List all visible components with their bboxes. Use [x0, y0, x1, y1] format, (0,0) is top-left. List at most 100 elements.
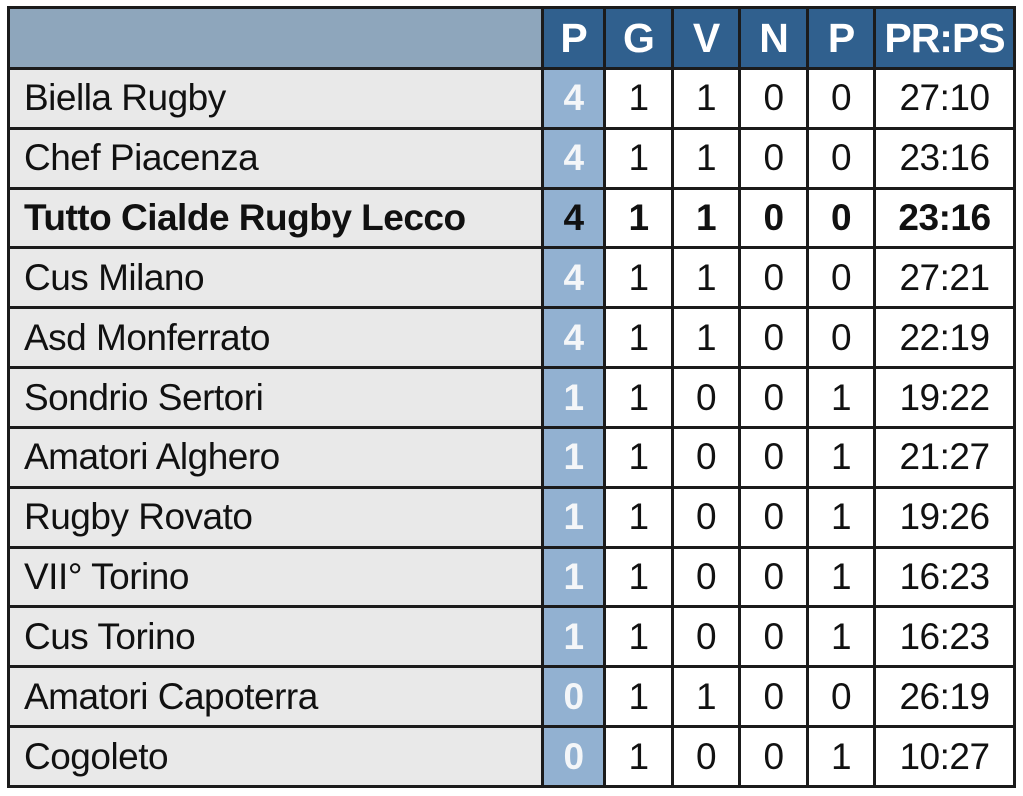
team-name-cell: Amatori Alghero	[7, 425, 544, 489]
games-cell: 1	[603, 605, 674, 669]
losses-cell: 1	[806, 725, 876, 788]
table-row: Asd Monferrato 4 1 1 0 0 22:19	[7, 306, 1016, 370]
header-games: G	[603, 6, 674, 70]
points-cell: 4	[541, 126, 606, 190]
points-ratio-cell: 26:19	[873, 665, 1016, 729]
games-cell: 1	[603, 246, 674, 310]
points-cell: 0	[541, 725, 606, 788]
wins-cell: 1	[671, 67, 741, 130]
points-ratio-cell: 22:19	[873, 306, 1016, 370]
header-losses: P	[806, 6, 876, 70]
points-ratio-cell: 19:26	[873, 485, 1016, 549]
table-row: Chef Piacenza 4 1 1 0 0 23:16	[7, 126, 1016, 190]
points-cell: 4	[541, 186, 606, 250]
points-ratio-cell: 27:10	[873, 67, 1016, 130]
games-cell: 1	[603, 665, 674, 729]
table-row: Tutto Cialde Rugby Lecco 4 1 1 0 0 23:16	[7, 186, 1016, 250]
wins-cell: 0	[671, 485, 741, 549]
header-points-ratio: PR:PS	[873, 6, 1016, 70]
points-ratio-cell: 21:27	[873, 425, 1016, 489]
table-row: Cus Torino 1 1 0 0 1 16:23	[7, 605, 1016, 669]
table-row: Sondrio Sertori 1 1 0 0 1 19:22	[7, 366, 1016, 429]
losses-cell: 1	[806, 545, 876, 609]
games-cell: 1	[603, 126, 674, 190]
losses-cell: 0	[806, 246, 876, 310]
team-name-cell: Chef Piacenza	[7, 126, 544, 190]
draws-cell: 0	[738, 306, 809, 370]
points-cell: 4	[541, 246, 606, 310]
standings-table: P G V N P PR:PS Biella Rugby 4 1 1 0 0 27:10 Ch…	[7, 6, 1016, 788]
losses-cell: 1	[806, 425, 876, 489]
losses-cell: 0	[806, 306, 876, 370]
games-cell: 1	[603, 366, 674, 429]
team-name-cell: Asd Monferrato	[7, 306, 544, 370]
draws-cell: 0	[738, 605, 809, 669]
wins-cell: 1	[671, 246, 741, 310]
points-ratio-cell: 23:16	[873, 126, 1016, 190]
points-ratio-cell: 23:16	[873, 186, 1016, 250]
games-cell: 1	[603, 186, 674, 250]
draws-cell: 0	[738, 67, 809, 130]
losses-cell: 1	[806, 366, 876, 429]
points-cell: 1	[541, 605, 606, 669]
games-cell: 1	[603, 485, 674, 549]
wins-cell: 1	[671, 186, 741, 250]
table-row: Biella Rugby 4 1 1 0 0 27:10	[7, 67, 1016, 130]
points-cell: 1	[541, 366, 606, 429]
header-row: P G V N P PR:PS	[7, 6, 1016, 70]
draws-cell: 0	[738, 246, 809, 310]
team-name-cell: VII° Torino	[7, 545, 544, 609]
table-row: Amatori Alghero 1 1 0 0 1 21:27	[7, 425, 1016, 489]
table-row: Cus Milano 4 1 1 0 0 27:21	[7, 246, 1016, 310]
wins-cell: 0	[671, 425, 741, 489]
draws-cell: 0	[738, 545, 809, 609]
draws-cell: 0	[738, 186, 809, 250]
wins-cell: 1	[671, 126, 741, 190]
losses-cell: 1	[806, 605, 876, 669]
header-draws: N	[738, 6, 809, 70]
team-name-cell: Biella Rugby	[7, 67, 544, 130]
table-row: Cogoleto 0 1 0 0 1 10:27	[7, 725, 1016, 788]
header-wins: V	[671, 6, 741, 70]
header-team	[7, 6, 544, 70]
points-ratio-cell: 10:27	[873, 725, 1016, 788]
draws-cell: 0	[738, 366, 809, 429]
team-name-cell: Cogoleto	[7, 725, 544, 788]
draws-cell: 0	[738, 425, 809, 489]
wins-cell: 0	[671, 366, 741, 429]
losses-cell: 0	[806, 186, 876, 250]
wins-cell: 0	[671, 545, 741, 609]
games-cell: 1	[603, 425, 674, 489]
wins-cell: 0	[671, 605, 741, 669]
table-row: Amatori Capoterra 0 1 1 0 0 26:19	[7, 665, 1016, 729]
points-cell: 1	[541, 545, 606, 609]
draws-cell: 0	[738, 725, 809, 788]
games-cell: 1	[603, 725, 674, 788]
table-row: VII° Torino 1 1 0 0 1 16:23	[7, 545, 1016, 609]
team-name-cell: Cus Torino	[7, 605, 544, 669]
draws-cell: 0	[738, 485, 809, 549]
wins-cell: 1	[671, 306, 741, 370]
points-cell: 4	[541, 67, 606, 130]
team-name-cell: Amatori Capoterra	[7, 665, 544, 729]
standings-header: P G V N P PR:PS	[7, 6, 1016, 70]
games-cell: 1	[603, 545, 674, 609]
losses-cell: 0	[806, 67, 876, 130]
standings-body: Biella Rugby 4 1 1 0 0 27:10 Chef Piacenza 4 1 1 0 0…	[7, 67, 1016, 788]
table-row: Rugby Rovato 1 1 0 0 1 19:26	[7, 485, 1016, 549]
losses-cell: 0	[806, 665, 876, 729]
draws-cell: 0	[738, 126, 809, 190]
team-name-cell: Rugby Rovato	[7, 485, 544, 549]
points-ratio-cell: 16:23	[873, 545, 1016, 609]
points-ratio-cell: 16:23	[873, 605, 1016, 669]
points-cell: 1	[541, 425, 606, 489]
points-ratio-cell: 27:21	[873, 246, 1016, 310]
games-cell: 1	[603, 306, 674, 370]
points-ratio-cell: 19:22	[873, 366, 1016, 429]
games-cell: 1	[603, 67, 674, 130]
points-cell: 0	[541, 665, 606, 729]
header-points: P	[541, 6, 606, 70]
losses-cell: 1	[806, 485, 876, 549]
points-cell: 1	[541, 485, 606, 549]
